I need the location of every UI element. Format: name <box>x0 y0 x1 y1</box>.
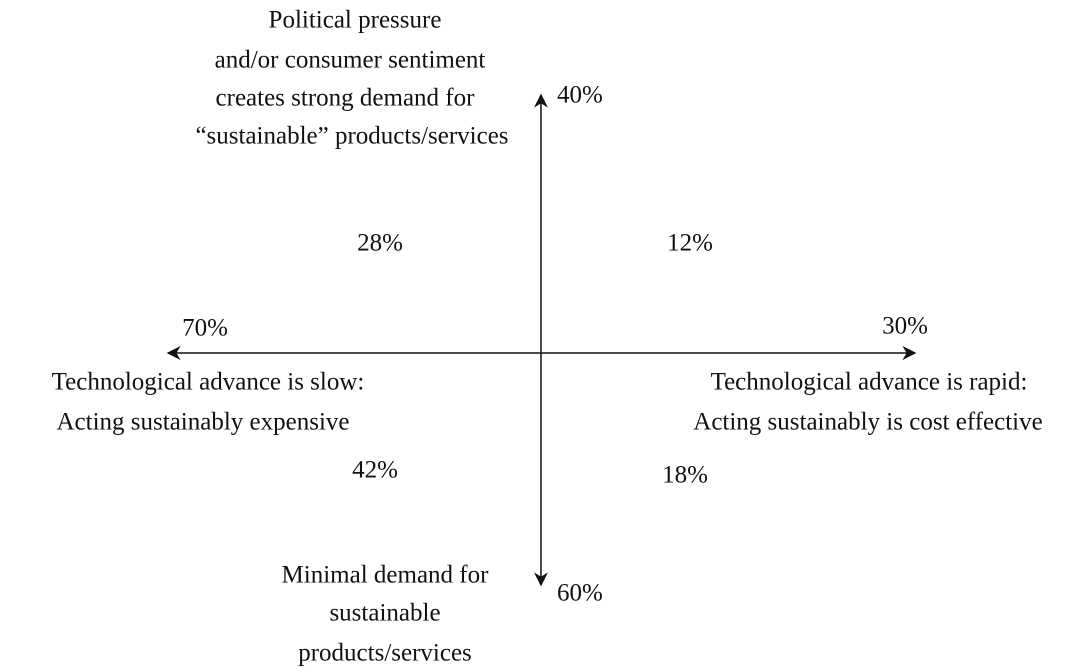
top-label: and/or consumer sentiment <box>215 47 486 74</box>
left-share: 70% <box>182 315 228 342</box>
bottom-label: products/services <box>298 640 472 667</box>
bottom-label: sustainable <box>329 600 440 627</box>
top-label: Political pressure <box>269 7 442 34</box>
quadrant-share: 18% <box>662 462 708 489</box>
top-label: creates strong demand for <box>216 85 476 112</box>
right-share: 30% <box>882 313 928 340</box>
quadrant-share: 28% <box>357 230 403 257</box>
left-label: Technological advance is slow: <box>52 369 365 396</box>
top-label: “sustainable” products/services <box>195 123 508 150</box>
quadrant-share: 12% <box>667 230 713 257</box>
bottom-label: Minimal demand for <box>282 562 490 589</box>
right-label: Technological advance is rapid: <box>711 369 1028 396</box>
quadrant-share: 42% <box>352 457 398 484</box>
right-label: Acting sustainably is cost effective <box>693 409 1042 436</box>
top-share: 40% <box>557 82 603 109</box>
left-label: Acting sustainably expensive <box>57 409 350 436</box>
bottom-share: 60% <box>557 580 603 607</box>
